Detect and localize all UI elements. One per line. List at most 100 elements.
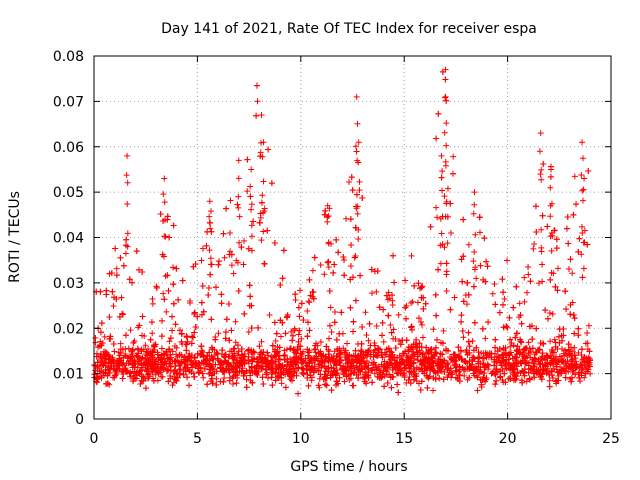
data-point [178,338,185,345]
data-point [221,352,228,359]
data-point [328,387,335,394]
data-point [499,276,506,283]
data-point [288,328,295,335]
data-point [458,312,465,319]
data-point [525,339,532,346]
data-point [282,330,289,337]
data-point [200,308,207,315]
data-point [122,365,129,372]
data-point [184,364,191,371]
data-point [266,311,273,318]
data-point [444,185,451,192]
data-point [315,382,322,389]
data-point [427,223,434,230]
data-point [563,306,570,313]
data-point-peak [235,204,242,211]
data-point [171,342,178,349]
data-point [161,296,168,303]
data-point [465,338,472,345]
data-point [565,240,572,247]
data-point [503,323,510,330]
data-point [455,376,462,383]
data-point-peak [160,191,167,198]
data-point [390,252,397,259]
data-point [391,279,398,286]
data-point [135,358,142,365]
data-point [129,361,136,368]
data-point [295,338,302,345]
data-point [457,347,464,354]
data-point [219,347,226,354]
data-point [363,331,370,338]
data-point [532,203,539,210]
data-point [435,110,442,117]
data-point-peak [438,187,445,194]
data-point [149,300,156,307]
data-point [547,276,554,283]
data-point [340,371,347,378]
data-point [558,346,565,353]
data-point [441,368,448,375]
data-point [215,330,222,337]
data-point [459,328,466,335]
data-point-peak [248,201,255,208]
data-point [221,254,228,261]
data-point [484,263,491,270]
data-point-peak [248,206,255,213]
data-point [112,372,119,379]
data-point [395,311,402,318]
data-point [259,374,266,381]
data-point [180,371,187,378]
data-point-peak [581,175,588,182]
data-point [292,296,299,303]
data-point [234,201,241,208]
data-point [562,374,569,381]
data-point [101,333,108,340]
data-point [97,329,104,336]
data-point-peak [352,143,359,150]
data-point [235,287,242,294]
data-point [406,368,413,375]
data-point [485,319,492,326]
data-point [142,385,149,392]
data-point [555,333,562,340]
data-point [419,334,426,341]
x-tick-label: 25 [602,431,620,447]
data-point [199,283,206,290]
data-point [245,329,252,336]
data-point-peak [442,158,449,165]
data-point-peak [547,184,554,191]
data-point [208,228,215,235]
data-point [331,319,338,326]
data-point [296,327,303,334]
data-point [241,237,248,244]
data-point [576,235,583,242]
data-point-peak [260,178,267,185]
data-point [258,338,265,345]
data-point [351,254,358,261]
data-point [273,330,280,337]
data-point [432,344,439,351]
data-point [279,275,286,282]
data-point-peak [207,261,214,268]
data-point-peak [353,93,360,100]
data-point [458,256,465,263]
data-point [222,329,229,336]
data-point [429,359,436,366]
data-point [525,271,532,278]
data-point [191,354,198,361]
data-point [562,347,569,354]
data-point [460,216,467,223]
x-axis-label: GPS time / hours [290,459,407,475]
data-point [449,170,456,177]
data-point [578,352,585,359]
data-point [496,309,503,316]
data-point-peak [442,93,449,100]
data-point [394,381,401,388]
data-point [326,322,333,329]
data-point [218,291,225,298]
data-point [350,318,357,325]
data-point [346,179,353,186]
data-point [254,98,261,105]
data-point [476,370,483,377]
